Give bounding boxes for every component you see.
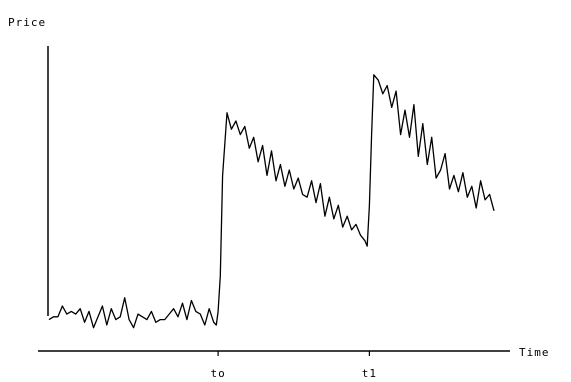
x-ticks: to t1 xyxy=(210,351,377,380)
y-axis-label: Price xyxy=(8,16,46,29)
x-axis-label: Time xyxy=(519,346,550,359)
x-tick-label-1: t1 xyxy=(362,367,377,380)
price-series-line xyxy=(48,74,495,329)
x-tick-label-0: to xyxy=(210,367,225,380)
